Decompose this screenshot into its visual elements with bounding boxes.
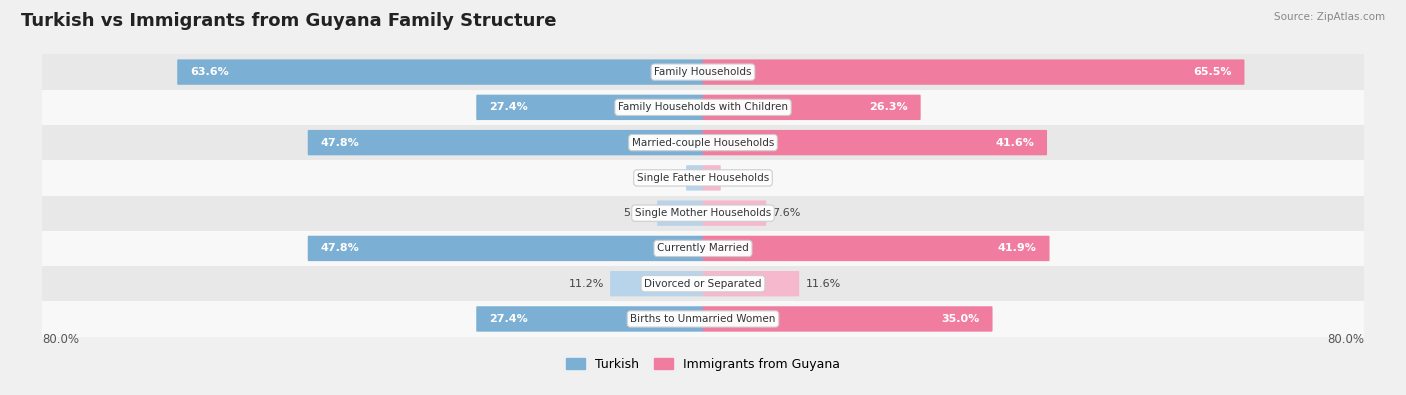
Text: Family Households with Children: Family Households with Children [619,102,787,112]
FancyBboxPatch shape [657,201,703,226]
FancyBboxPatch shape [34,90,1372,125]
Text: 11.6%: 11.6% [806,279,841,289]
FancyBboxPatch shape [703,306,993,332]
FancyBboxPatch shape [34,196,1372,231]
Text: 27.4%: 27.4% [489,314,527,324]
Text: Births to Unmarried Women: Births to Unmarried Women [630,314,776,324]
FancyBboxPatch shape [34,266,1372,301]
FancyBboxPatch shape [703,130,1047,155]
Legend: Turkish, Immigrants from Guyana: Turkish, Immigrants from Guyana [561,353,845,376]
Text: 47.8%: 47.8% [321,243,360,254]
FancyBboxPatch shape [477,306,703,332]
FancyBboxPatch shape [703,95,921,120]
FancyBboxPatch shape [703,201,766,226]
Text: 80.0%: 80.0% [1327,333,1364,346]
Text: 41.6%: 41.6% [995,137,1035,148]
Text: Family Households: Family Households [654,67,752,77]
Text: 65.5%: 65.5% [1194,67,1232,77]
Text: 35.0%: 35.0% [942,314,980,324]
Text: Source: ZipAtlas.com: Source: ZipAtlas.com [1274,12,1385,22]
FancyBboxPatch shape [34,301,1372,337]
Text: 27.4%: 27.4% [489,102,527,112]
Text: 11.2%: 11.2% [568,279,605,289]
Text: Single Mother Households: Single Mother Households [636,208,770,218]
Text: 41.9%: 41.9% [998,243,1036,254]
Text: 7.6%: 7.6% [772,208,801,218]
Text: 80.0%: 80.0% [42,333,79,346]
FancyBboxPatch shape [610,271,703,296]
Text: 2.0%: 2.0% [651,173,681,183]
FancyBboxPatch shape [703,236,1049,261]
FancyBboxPatch shape [686,165,703,191]
Text: 63.6%: 63.6% [190,67,229,77]
Text: Currently Married: Currently Married [657,243,749,254]
FancyBboxPatch shape [34,125,1372,160]
FancyBboxPatch shape [34,160,1372,196]
Text: 5.5%: 5.5% [623,208,651,218]
Text: Married-couple Households: Married-couple Households [631,137,775,148]
FancyBboxPatch shape [703,59,1244,85]
Text: 26.3%: 26.3% [869,102,908,112]
FancyBboxPatch shape [308,236,703,261]
Text: Single Father Households: Single Father Households [637,173,769,183]
Text: 47.8%: 47.8% [321,137,360,148]
FancyBboxPatch shape [34,55,1372,90]
Text: Divorced or Separated: Divorced or Separated [644,279,762,289]
Text: Turkish vs Immigrants from Guyana Family Structure: Turkish vs Immigrants from Guyana Family… [21,12,557,30]
FancyBboxPatch shape [477,95,703,120]
FancyBboxPatch shape [34,231,1372,266]
FancyBboxPatch shape [703,271,799,296]
FancyBboxPatch shape [308,130,703,155]
FancyBboxPatch shape [703,165,721,191]
Text: 2.1%: 2.1% [727,173,755,183]
FancyBboxPatch shape [177,59,703,85]
